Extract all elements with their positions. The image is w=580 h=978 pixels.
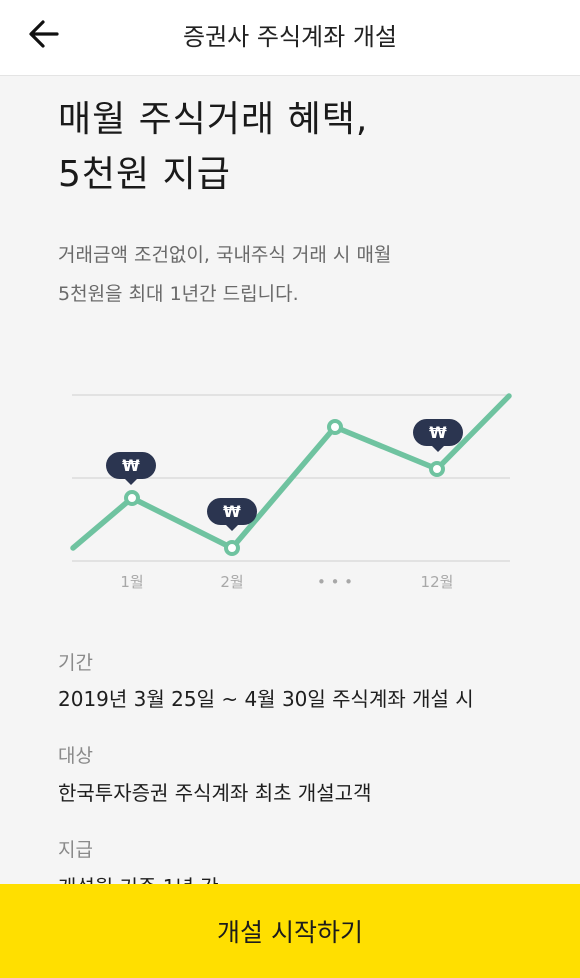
data-point <box>429 461 445 477</box>
start-opening-label: 개설 시작하기 <box>217 918 363 947</box>
period-value: 2019년 3월 25일 ~ 4월 30일 주식계좌 개설 시 <box>58 687 474 711</box>
won-badge-3: ₩ <box>413 419 463 452</box>
start-opening-button[interactable]: 개설 시작하기 <box>0 884 580 978</box>
won-badge-1: ₩ <box>106 452 156 485</box>
description-line-1: 거래금액 조건없이, 국내주식 거래 시 매월 <box>58 244 392 266</box>
back-button[interactable] <box>18 12 70 56</box>
arrow-left-icon <box>29 20 59 48</box>
tick-label: • • • <box>317 573 353 591</box>
payment-label: 지급 <box>58 839 93 861</box>
data-point <box>224 540 240 556</box>
data-point <box>124 490 140 506</box>
app-header: 증권사 주식계좌 개설 <box>0 0 580 76</box>
won-badge-symbol: ₩ <box>223 502 241 521</box>
description-line-2: 5천원을 최대 1년간 드립니다. <box>58 283 299 305</box>
promo-description: 거래금액 조건없이, 국내주식 거래 시 매월 5천원을 최대 1년간 드립니다… <box>58 236 538 314</box>
target-value: 한국투자증권 주식계좌 최초 개설고객 <box>58 781 372 805</box>
tick-label: 1월 <box>120 573 143 591</box>
headline-line-2: 5천원 지급 <box>58 154 231 195</box>
period-label: 기간 <box>58 652 93 674</box>
target-label: 대상 <box>58 745 93 767</box>
data-point <box>327 419 343 435</box>
benefit-chart: ₩ ₩ ₩ 1월 2월 • • • 12월 <box>70 393 512 591</box>
won-badge-symbol: ₩ <box>429 423 447 442</box>
series-line <box>70 393 512 551</box>
page-title: 증권사 주식계좌 개설 <box>183 23 397 51</box>
won-badge-2: ₩ <box>207 498 257 531</box>
headline-line-1: 매월 주식거래 혜택, <box>58 99 369 140</box>
won-badge-symbol: ₩ <box>122 456 140 475</box>
tick-label: 12월 <box>421 573 454 591</box>
tick-label: 2월 <box>220 573 243 591</box>
promo-headline: 매월 주식거래 혜택, 5천원 지급 <box>58 92 538 202</box>
